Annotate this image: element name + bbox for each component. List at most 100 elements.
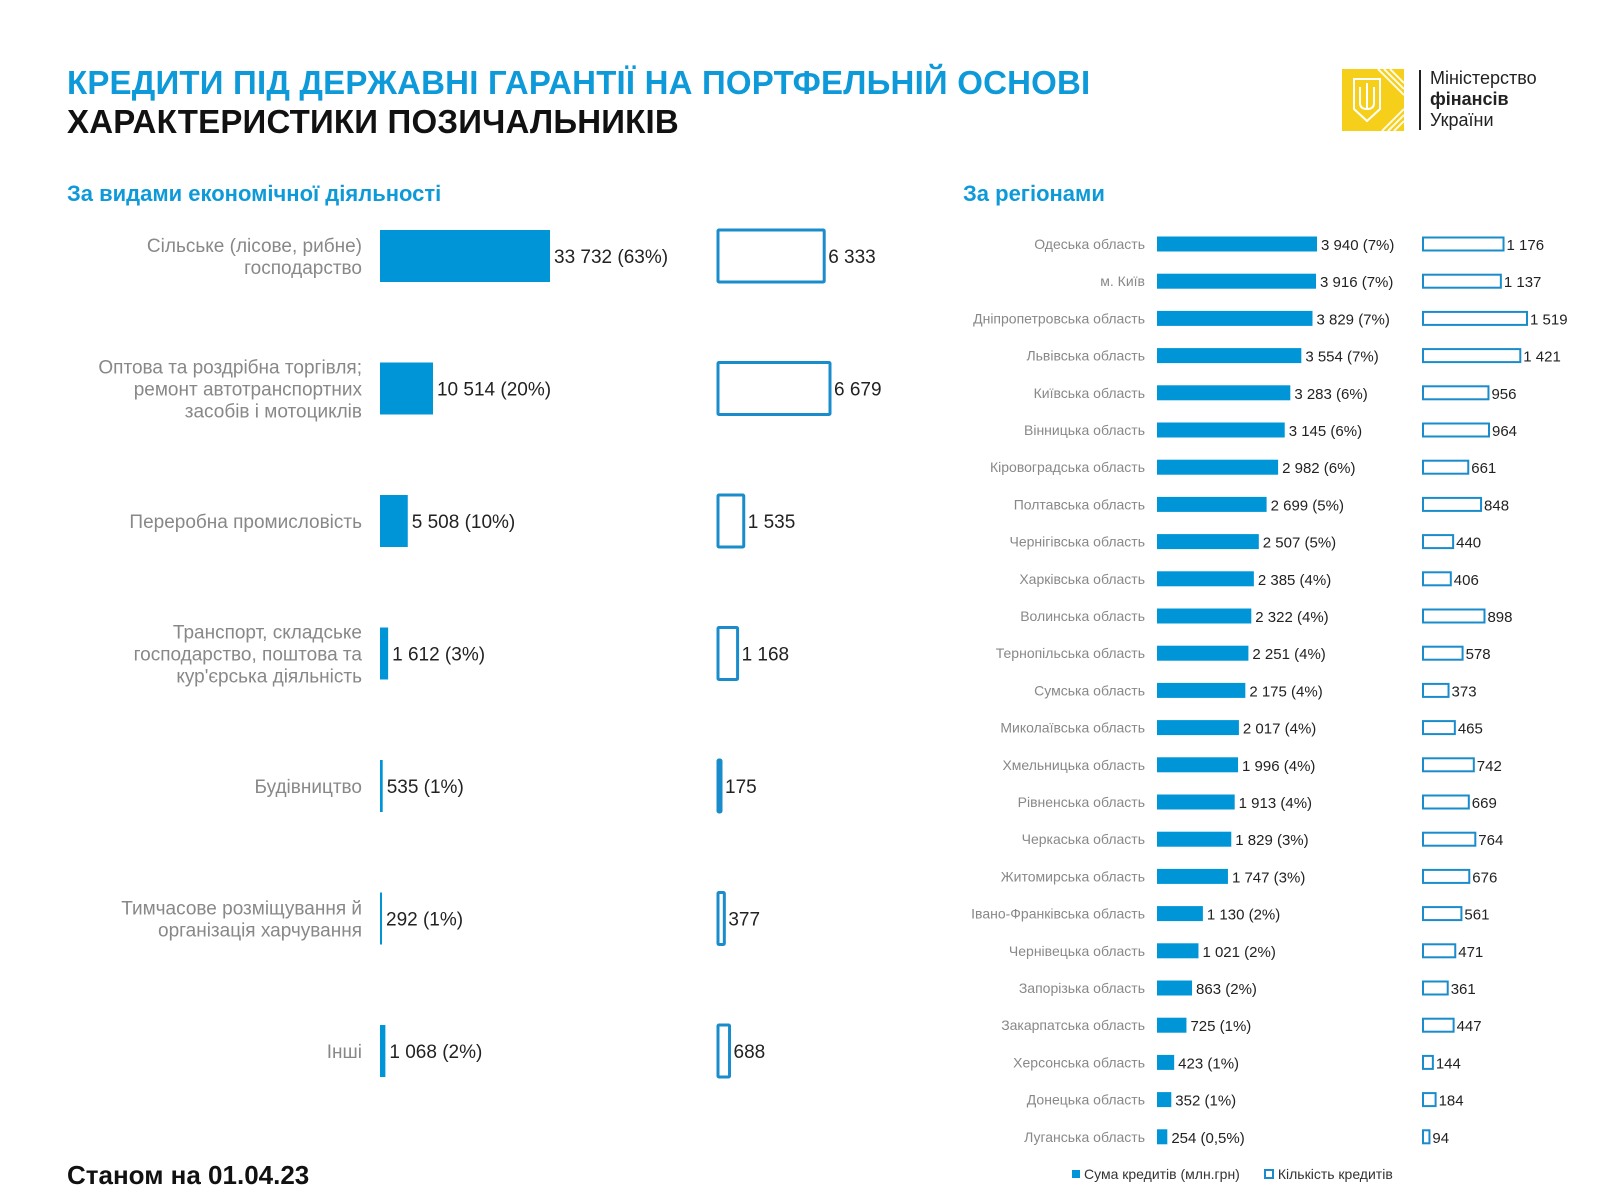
count-bar xyxy=(716,228,826,284)
sum-bar xyxy=(1157,868,1228,884)
count-bar xyxy=(1422,236,1505,252)
sum-value-label: 2 251 (4%) xyxy=(1252,646,1325,663)
count-bar xyxy=(716,758,723,814)
count-bar xyxy=(1422,906,1463,922)
sum-bar xyxy=(380,362,433,415)
count-bar xyxy=(1422,571,1452,587)
count-value-label: 144 xyxy=(1436,1055,1461,1072)
count-bar xyxy=(1422,534,1455,550)
category-label: Тимчасове розміщування й xyxy=(121,899,362,920)
region-label: Кіровоградська область xyxy=(990,459,1145,475)
region-label: Луганська область xyxy=(1024,1129,1145,1145)
count-bar xyxy=(1422,1017,1455,1033)
ministry-name: Міністерство фінансів України xyxy=(1430,68,1537,131)
logo-divider xyxy=(1419,70,1421,130)
count-value-label: 848 xyxy=(1484,497,1509,514)
category-label: Інші xyxy=(327,1042,362,1063)
region-label: Полтавська область xyxy=(1014,496,1145,512)
sum-value-label: 2 385 (4%) xyxy=(1258,572,1331,589)
sum-bar xyxy=(380,495,408,547)
sum-bar xyxy=(1157,534,1259,550)
sum-value-label: 1 612 (3%) xyxy=(392,645,485,666)
region-label: Волинська область xyxy=(1020,608,1145,624)
count-bar xyxy=(1422,348,1522,364)
region-label: Чернігівська область xyxy=(1010,534,1145,550)
sum-bar xyxy=(1157,236,1317,252)
count-bar xyxy=(1422,310,1528,326)
region-label: Одеська область xyxy=(1034,236,1145,252)
sum-bar xyxy=(1157,1129,1168,1145)
sum-bar xyxy=(380,892,382,945)
category-label: господарство xyxy=(244,258,362,279)
count-value-label: 6 679 xyxy=(834,380,882,401)
count-bar xyxy=(1422,794,1470,810)
count-value-label: 184 xyxy=(1439,1093,1464,1110)
date-label: Станом на 01.04.23 xyxy=(67,1160,310,1190)
legend: Сума кредитів (млн.грн) Кількість кредит… xyxy=(1072,1166,1393,1182)
sum-bar xyxy=(1157,980,1193,996)
count-value-label: 1 535 xyxy=(748,512,796,533)
count-bar xyxy=(1422,459,1470,475)
count-value-label: 440 xyxy=(1456,535,1481,552)
count-value-label: 898 xyxy=(1487,609,1512,626)
count-bar xyxy=(1422,385,1490,401)
sum-value-label: 10 514 (20%) xyxy=(437,380,551,401)
count-bar xyxy=(1422,682,1450,698)
sum-bar xyxy=(1157,496,1267,512)
count-bar xyxy=(1422,720,1456,736)
sum-bar xyxy=(1157,1054,1175,1070)
count-bar xyxy=(1422,943,1457,959)
sum-bar xyxy=(1157,348,1302,364)
ministry-name-line1: Міністерство xyxy=(1430,68,1537,88)
legend-item-sum: Сума кредитів (млн.грн) xyxy=(1072,1166,1240,1182)
sum-bar xyxy=(380,627,389,680)
sum-bar xyxy=(1157,794,1235,810)
sum-bar xyxy=(1157,943,1199,959)
region-label: Донецька область xyxy=(1027,1092,1145,1108)
count-bar xyxy=(1422,831,1477,847)
sum-bar xyxy=(1157,422,1285,438)
count-value-label: 964 xyxy=(1492,423,1517,440)
region-label: Херсонська область xyxy=(1013,1054,1145,1070)
count-bar xyxy=(1422,980,1449,996)
region-label: Вінницька область xyxy=(1024,422,1145,438)
count-bar xyxy=(1422,645,1464,661)
count-bar xyxy=(1422,608,1486,624)
ministry-name-line3: України xyxy=(1430,110,1494,130)
legend-swatch-outline xyxy=(1263,1169,1274,1179)
count-value-label: 6 333 xyxy=(828,247,876,268)
count-value-label: 1 137 xyxy=(1504,274,1542,291)
sum-bar xyxy=(1157,757,1239,773)
sum-bar xyxy=(1157,1017,1187,1033)
sum-value-label: 254 (0,5%) xyxy=(1171,1130,1244,1147)
count-value-label: 373 xyxy=(1452,683,1477,700)
count-bar xyxy=(716,626,740,681)
sum-bar xyxy=(1157,273,1317,289)
count-value-label: 661 xyxy=(1471,460,1496,477)
region-label: Чернівецька область xyxy=(1009,943,1145,959)
count-bar xyxy=(716,361,832,416)
category-label: Транспорт, складське xyxy=(173,623,362,644)
count-bar xyxy=(716,1023,732,1079)
sum-value-label: 725 (1%) xyxy=(1190,1018,1251,1035)
sum-value-label: 2 322 (4%) xyxy=(1255,609,1328,626)
count-bar xyxy=(716,493,746,549)
count-bar xyxy=(1422,868,1471,884)
count-bar xyxy=(1422,1054,1434,1070)
legend-swatch-filled xyxy=(1072,1170,1080,1178)
page-subtitle: ХАРАКТЕРИСТИКИ ПОЗИЧАЛЬНИКІВ xyxy=(67,103,679,140)
count-bar xyxy=(1422,757,1475,773)
region-label: Дніпропетровська область xyxy=(973,310,1145,326)
sum-value-label: 33 732 (63%) xyxy=(554,247,668,268)
region-label: Івано-Франківська область xyxy=(971,906,1145,922)
region-label: Закарпатська область xyxy=(1001,1017,1145,1033)
activity-section-title: За видами економічної діяльності xyxy=(67,181,442,206)
sum-value-label: 1 913 (4%) xyxy=(1239,795,1312,812)
region-label: Сумська область xyxy=(1034,682,1145,698)
sum-bar xyxy=(1157,385,1291,401)
category-label: господарство, поштова та xyxy=(134,645,363,666)
sum-value-label: 1 021 (2%) xyxy=(1202,944,1275,961)
count-bar xyxy=(1422,422,1491,438)
count-value-label: 406 xyxy=(1454,572,1479,589)
sum-bar xyxy=(1157,831,1232,847)
